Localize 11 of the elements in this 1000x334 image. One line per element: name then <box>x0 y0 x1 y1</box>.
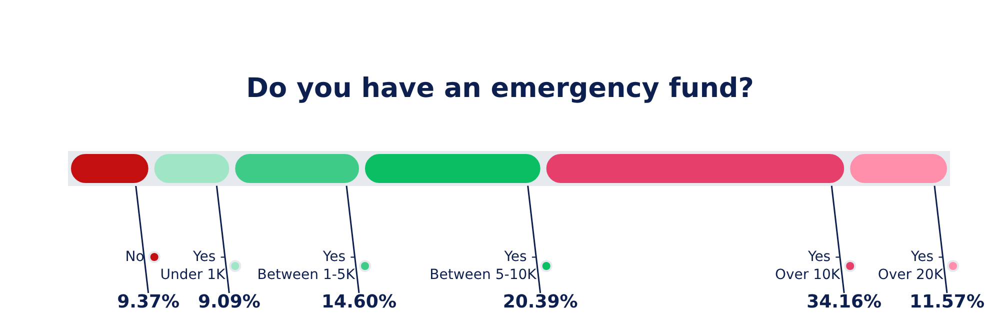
data-label: 20.39% <box>502 292 578 312</box>
data-label: 34.16% <box>806 292 882 312</box>
legend-label: Yes - Between 5-10K <box>430 249 538 283</box>
data-label: 9.37% <box>117 292 180 312</box>
chart-title: Do you have an emergency fund? <box>246 73 754 104</box>
legend-label: No <box>125 249 144 265</box>
data-label: 9.09% <box>198 292 260 312</box>
legend-label: Yes - Under 1K <box>160 249 226 283</box>
data-label: 11.57% <box>910 292 984 312</box>
data-label: 14.60% <box>322 292 396 312</box>
legend-label: Yes - Over 10K <box>774 249 841 283</box>
